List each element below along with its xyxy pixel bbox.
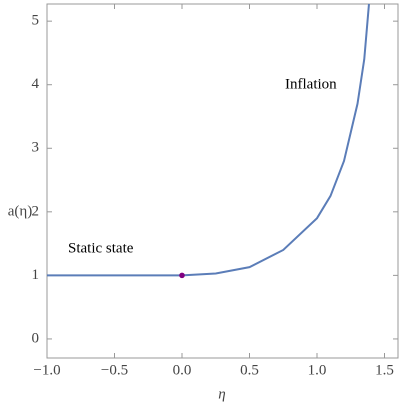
annotation: Inflation bbox=[285, 76, 337, 92]
y-tick-label: 2 bbox=[32, 203, 40, 219]
line bbox=[47, 3, 370, 277]
x-axis-label: η bbox=[218, 386, 225, 402]
marker-point bbox=[179, 272, 185, 279]
x-tick-label: 0.5 bbox=[240, 362, 259, 378]
annotation: Static state bbox=[68, 240, 134, 256]
x-tick-label: −0.5 bbox=[101, 362, 128, 378]
x-tick-label: −1.0 bbox=[33, 362, 60, 378]
y-tick-label: 0 bbox=[32, 330, 40, 346]
x-tick-label: 1.0 bbox=[308, 362, 327, 378]
y-axis-label: a(η) bbox=[8, 203, 33, 219]
x-tick-label: 0.0 bbox=[173, 362, 192, 378]
x-tick-label: 1.5 bbox=[375, 362, 394, 378]
y-tick-label: 1 bbox=[32, 267, 40, 283]
y-tick-label: 4 bbox=[32, 76, 40, 92]
y-tick-label: 5 bbox=[32, 13, 40, 29]
y-tick-label: 3 bbox=[32, 140, 40, 156]
plot-frame bbox=[46, 3, 399, 359]
